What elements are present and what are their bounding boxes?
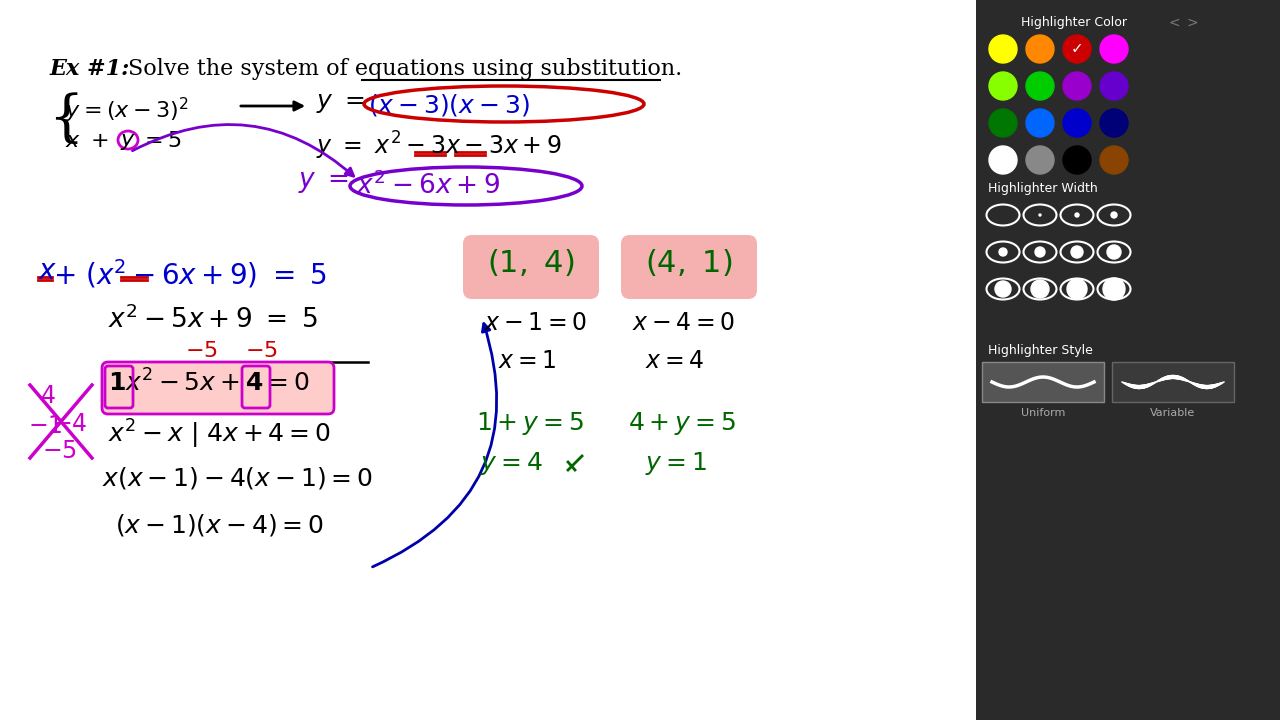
Circle shape <box>1100 146 1128 174</box>
Bar <box>982 362 1103 402</box>
Text: $(x-3)(x-3)$: $(x-3)(x-3)$ <box>369 92 530 118</box>
Circle shape <box>1030 280 1050 298</box>
Text: $x=1$: $x=1$ <box>498 350 557 373</box>
Text: Variable: Variable <box>1151 408 1196 418</box>
Text: $x-4=0$: $x-4=0$ <box>632 312 735 335</box>
Circle shape <box>1075 213 1079 217</box>
Bar <box>977 0 1280 720</box>
Circle shape <box>1027 109 1053 137</box>
Text: $y\ =\ x^2-3x-3x+9$: $y\ =\ x^2-3x-3x+9$ <box>316 130 562 162</box>
Text: $= 5$: $= 5$ <box>140 130 182 152</box>
FancyBboxPatch shape <box>621 235 756 299</box>
Text: $x\ +$: $x\ +$ <box>65 130 109 152</box>
Text: $\mathbf{1}x^2-5x+\mathbf{4}=0$: $\mathbf{1}x^2-5x+\mathbf{4}=0$ <box>108 369 310 396</box>
Text: $-5$: $-5$ <box>244 340 278 362</box>
Text: Highlighter Style: Highlighter Style <box>988 344 1093 357</box>
Text: $-1$: $-1$ <box>28 415 63 438</box>
FancyBboxPatch shape <box>463 235 599 299</box>
Circle shape <box>1103 278 1125 300</box>
Text: $x(x-1)-4(x-1)=0$: $x(x-1)-4(x-1)=0$ <box>102 465 372 491</box>
Text: $4$: $4$ <box>40 385 55 408</box>
Circle shape <box>1100 72 1128 100</box>
Text: $x-1=0$: $x-1=0$ <box>484 312 588 335</box>
Circle shape <box>1027 146 1053 174</box>
Text: $(x-1)(x-4)=0$: $(x-1)(x-4)=0$ <box>115 512 324 538</box>
Text: $-4$: $-4$ <box>52 413 87 436</box>
Circle shape <box>1071 246 1083 258</box>
Circle shape <box>1062 146 1091 174</box>
Text: $y\ =$: $y\ =$ <box>316 92 365 115</box>
Text: $y$: $y$ <box>120 130 136 152</box>
Circle shape <box>1100 109 1128 137</box>
Text: $y = (x - 3)^2$: $y = (x - 3)^2$ <box>65 96 188 125</box>
Text: Highlighter Width: Highlighter Width <box>988 182 1098 195</box>
Text: {: { <box>49 92 83 147</box>
Circle shape <box>1062 72 1091 100</box>
Circle shape <box>998 248 1007 256</box>
Circle shape <box>1039 214 1041 216</box>
Text: $x=4$: $x=4$ <box>645 350 704 373</box>
Circle shape <box>989 146 1018 174</box>
Circle shape <box>1100 35 1128 63</box>
Circle shape <box>1062 35 1091 63</box>
Text: $4+y=5$: $4+y=5$ <box>628 410 736 437</box>
Text: $-5$: $-5$ <box>42 440 77 463</box>
Bar <box>1112 362 1234 402</box>
Text: $x^2-6x+9$: $x^2-6x+9$ <box>356 170 500 199</box>
Text: $x$: $x$ <box>38 258 58 285</box>
Text: Solve the system of equations using substitution.: Solve the system of equations using subs… <box>128 58 682 80</box>
Circle shape <box>1027 35 1053 63</box>
Text: ✓: ✓ <box>1070 42 1083 56</box>
Circle shape <box>1027 72 1053 100</box>
Circle shape <box>1111 212 1117 218</box>
Text: $+\ (x^2-6x+9)\ =\ 5$: $+\ (x^2-6x+9)\ =\ 5$ <box>52 258 326 291</box>
Text: $y\ =\ $: $y\ =\ $ <box>298 170 349 195</box>
Text: $x^2-x\ \vert\ 4x+4=0$: $x^2-x\ \vert\ 4x+4=0$ <box>108 418 330 451</box>
Circle shape <box>1107 245 1121 259</box>
Circle shape <box>1068 279 1087 299</box>
Text: $(4,\ 1)$: $(4,\ 1)$ <box>645 248 732 279</box>
Text: Uniform: Uniform <box>1021 408 1065 418</box>
Text: $1+y=5$: $1+y=5$ <box>476 410 584 437</box>
Text: <: < <box>1169 16 1180 30</box>
Text: $-5$: $-5$ <box>186 340 218 362</box>
Circle shape <box>1062 109 1091 137</box>
Text: $y=4$: $y=4$ <box>480 450 543 477</box>
Circle shape <box>989 35 1018 63</box>
Text: $y=1$: $y=1$ <box>645 450 707 477</box>
FancyBboxPatch shape <box>102 362 334 414</box>
Circle shape <box>989 72 1018 100</box>
Text: $x^2-5x+9\ =\ 5$: $x^2-5x+9\ =\ 5$ <box>108 305 317 333</box>
Text: Highlighter Color: Highlighter Color <box>1021 16 1126 29</box>
Circle shape <box>995 281 1011 297</box>
Circle shape <box>1036 247 1044 257</box>
Text: $(1,\ 4)$: $(1,\ 4)$ <box>488 248 575 279</box>
Text: >: > <box>1187 16 1198 30</box>
Circle shape <box>989 109 1018 137</box>
Text: Ex #1:: Ex #1: <box>50 58 131 80</box>
